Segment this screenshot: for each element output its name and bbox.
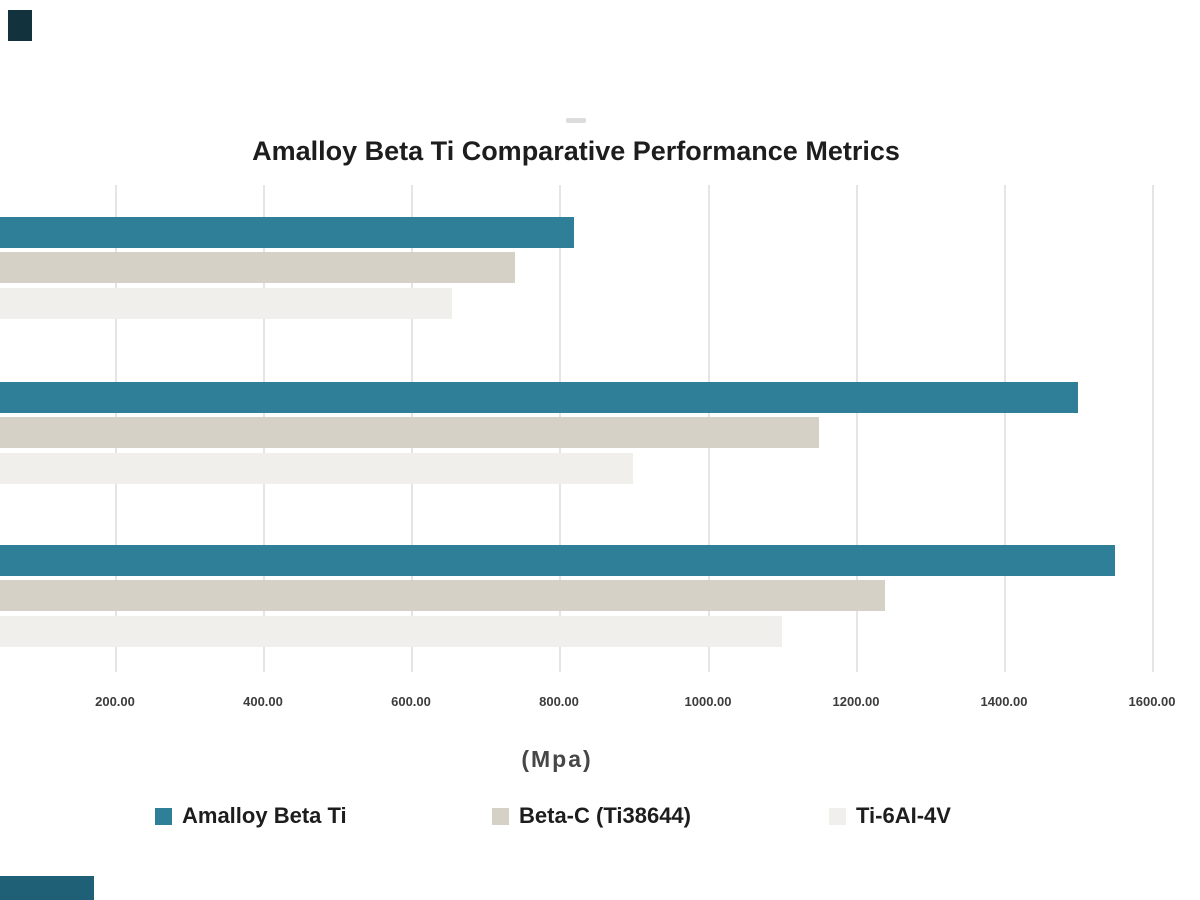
tick-label-1000: 1000.00 — [684, 694, 732, 709]
tick-label-800: 800.00 — [539, 694, 579, 709]
bar-group3-series2 — [0, 580, 885, 611]
legend-item-3: Ti-6AI-4V — [829, 802, 951, 830]
tick-label-1200: 1200.00 — [832, 694, 880, 709]
tick-label-400: 400.00 — [243, 694, 283, 709]
plot-area — [0, 185, 1200, 672]
legend-label: Beta-C (Ti38644) — [519, 803, 691, 828]
cropped-ui-fragment-bottom-left — [0, 876, 94, 900]
gridline-1600 — [1152, 185, 1154, 672]
bar-group2-series3 — [0, 453, 633, 484]
x-axis-label: (Mpa) — [521, 746, 593, 772]
tick-label-200: 200.00 — [95, 694, 135, 709]
cropped-ui-fragment-top-left — [8, 10, 32, 41]
bar-group2-series1 — [0, 382, 1078, 413]
legend-swatch-icon — [492, 807, 509, 825]
bar-group3-series1 — [0, 545, 1115, 576]
legend-item-1: Amalloy Beta Ti — [155, 802, 347, 830]
bar-group2-series2 — [0, 417, 819, 448]
legend-label: Ti-6AI-4V — [856, 803, 951, 828]
chart-title: Amalloy Beta Ti Comparative Performance … — [252, 136, 900, 166]
gridline-1400 — [1004, 185, 1006, 672]
bar-group1-series3 — [0, 288, 452, 319]
legend-swatch-icon — [829, 807, 846, 825]
tick-label-1600: 1600.00 — [1128, 694, 1176, 709]
page-artifact-dash — [566, 118, 586, 123]
bar-group3-series3 — [0, 616, 782, 647]
legend-label: Amalloy Beta Ti — [182, 803, 347, 828]
tick-label-1400: 1400.00 — [980, 694, 1028, 709]
legend-swatch-icon — [155, 807, 172, 825]
tick-label-600: 600.00 — [391, 694, 431, 709]
legend-item-2: Beta-C (Ti38644) — [492, 802, 691, 830]
bar-group1-series2 — [0, 252, 515, 283]
bar-group1-series1 — [0, 217, 574, 248]
gridline-1200 — [856, 185, 858, 672]
